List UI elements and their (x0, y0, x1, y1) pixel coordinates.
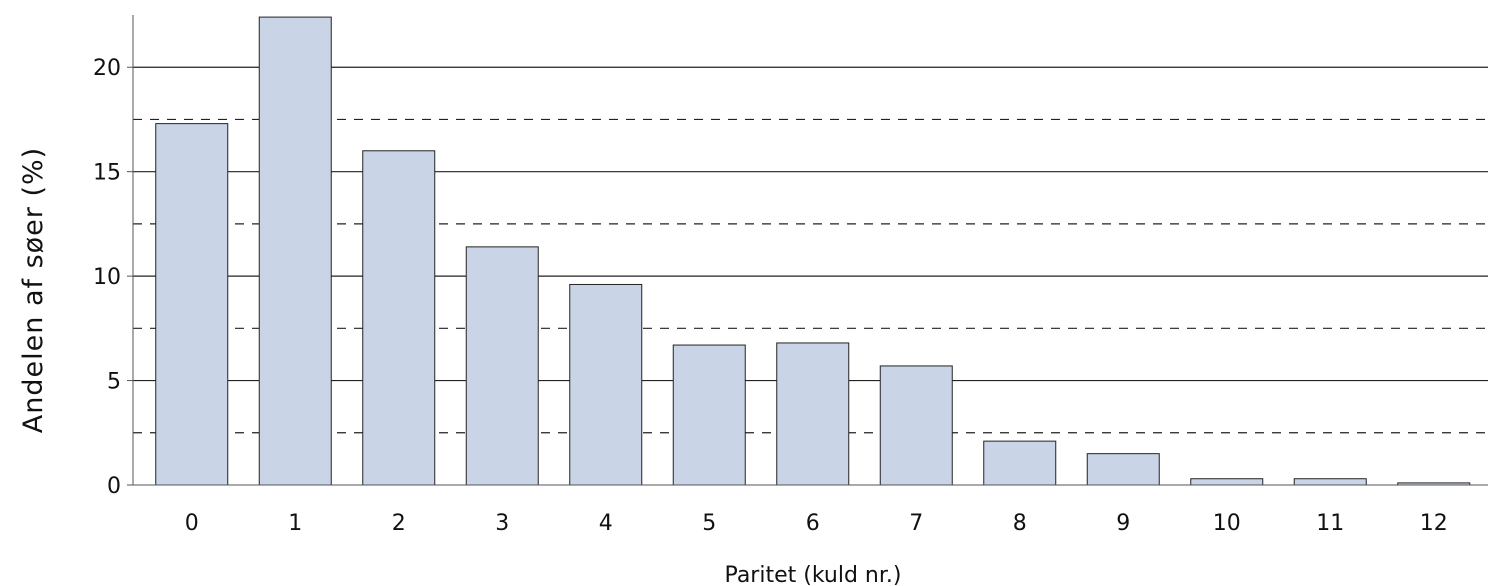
axes (127, 15, 1488, 486)
bars (155, 16, 1471, 486)
y-tick-labels: 0 5 10 15 20 (93, 56, 121, 499)
grid-lines (133, 66, 1488, 434)
x-tick-label: 10 (1213, 511, 1241, 536)
bar-6 (776, 342, 850, 486)
y-tick-label: 20 (93, 56, 121, 81)
x-tick-label: 0 (185, 511, 199, 536)
x-tick-label: 4 (599, 511, 613, 536)
x-tick-label: 6 (806, 511, 820, 536)
x-tick-label: 8 (1013, 511, 1027, 536)
y-tick-label: 15 (93, 161, 121, 186)
bar-7 (879, 365, 953, 486)
x-tick-label: 2 (392, 511, 406, 536)
bar-4 (569, 283, 643, 486)
y-tick-label: 5 (107, 370, 121, 395)
bar-0 (155, 123, 229, 486)
bar-5 (672, 344, 746, 486)
y-axis-title: Andelen af søer (%) (18, 147, 49, 433)
x-tick-label: 7 (909, 511, 923, 536)
bar-1 (258, 16, 332, 486)
bar-3 (465, 246, 539, 486)
x-tick-labels: 0 1 2 3 4 5 6 7 8 9 10 11 12 (185, 511, 1448, 536)
x-tick-label: 5 (702, 511, 716, 536)
x-tick-label: 12 (1420, 511, 1448, 536)
bar-10 (1190, 478, 1264, 486)
bar-2 (362, 150, 436, 486)
y-tick-label: 0 (107, 474, 121, 499)
x-tick-label: 3 (495, 511, 509, 536)
bar-11 (1293, 478, 1367, 486)
x-tick-label: 11 (1316, 511, 1344, 536)
y-tick-label: 10 (93, 265, 121, 290)
bar-9 (1086, 453, 1160, 486)
x-tick-label: 9 (1116, 511, 1130, 536)
x-axis-title: Paritet (kuld nr.) (725, 563, 902, 586)
bar-8 (983, 440, 1057, 486)
x-tick-label: 1 (288, 511, 302, 536)
